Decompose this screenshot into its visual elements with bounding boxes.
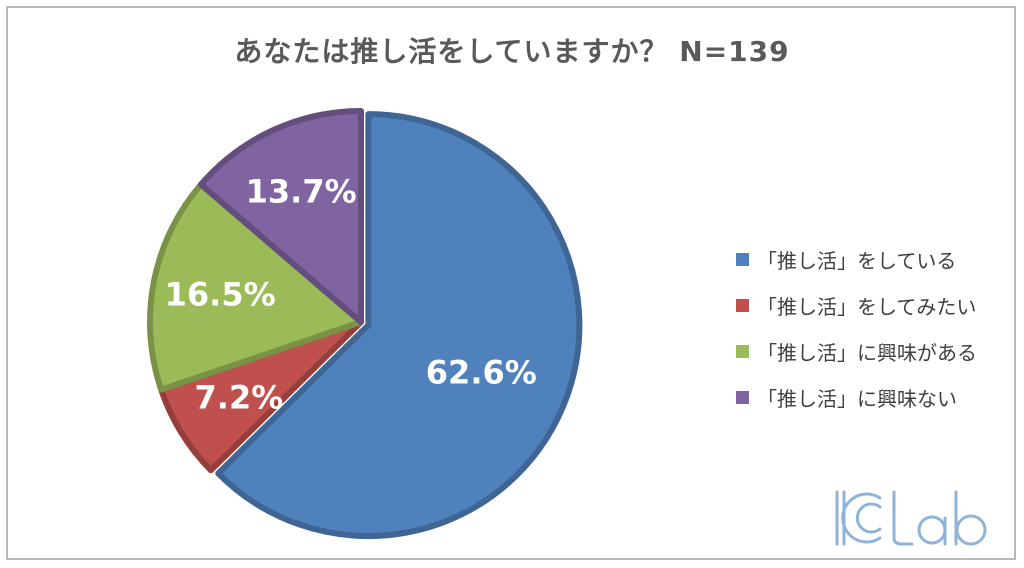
- legend-swatch: [736, 252, 749, 266]
- pie-slice: [147, 181, 364, 393]
- legend-item: 「推し活」に興味がある: [736, 328, 977, 374]
- legend-swatch: [736, 344, 749, 358]
- slice-data-label: 62.6%: [426, 353, 537, 391]
- legend-swatch: [736, 390, 749, 404]
- pie-slice: [215, 111, 583, 540]
- legend-item: 「推し活」をしている: [736, 236, 977, 282]
- legend-label: 「推し活」に興味がある: [757, 340, 977, 365]
- slice-data-label: 7.2%: [195, 378, 284, 416]
- legend-label: 「推し活」をしてみたい: [757, 294, 977, 319]
- pie-slice: [197, 108, 364, 325]
- legend-label: 「推し活」に興味ない: [757, 386, 957, 411]
- legend: 「推し活」をしている 「推し活」をしてみたい 「推し活」に興味がある 「推し活」…: [736, 236, 977, 420]
- slice-data-label: 13.7%: [246, 173, 357, 211]
- chart-title: あなたは推し活をしていますか？ N=139: [234, 35, 790, 68]
- legend-item: 「推し活」に興味ない: [736, 374, 977, 420]
- legend-item: 「推し活」をしてみたい: [736, 282, 977, 328]
- slice-data-label: 16.5%: [165, 276, 276, 314]
- iclab-logo: [835, 490, 987, 546]
- legend-swatch: [736, 298, 749, 312]
- legend-label: 「推し活」をしている: [757, 248, 957, 273]
